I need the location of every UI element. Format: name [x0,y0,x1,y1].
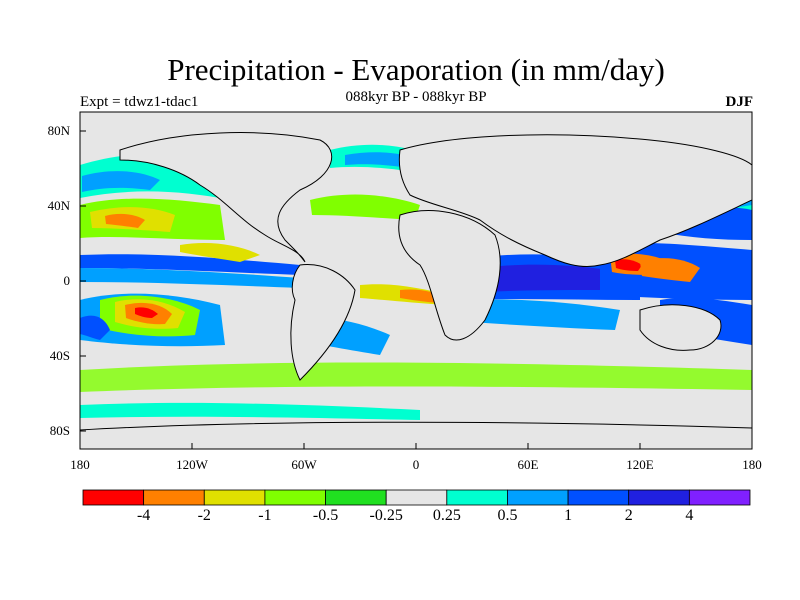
colorbar-label: 0.25 [432,507,461,524]
colorbar-swatch [264,489,326,506]
lat-label-40n: 40N [47,198,70,213]
eurasia [398,134,752,268]
lon-label-180e: 180 [742,457,762,472]
colorbar-label: 0.5 [497,507,518,524]
colorbar-label: -0.5 [312,507,339,524]
evap-region [105,213,145,228]
precip-region [470,299,620,330]
precip-region [480,264,610,292]
map-field [80,112,752,449]
evap-region [640,258,700,282]
lat-label-80s: 80S [49,423,70,438]
colorbar-label: -0.25 [369,507,403,524]
colorbar-swatch [446,489,508,506]
colorbar-swatch [567,489,630,506]
colorbar-label: 1 [564,507,573,524]
lon-label-120w: 120W [176,457,208,472]
colorbar-label: -2 [197,507,211,524]
evap-region [310,194,420,220]
africa [398,210,501,341]
colorbar-swatch [203,489,266,506]
colorbar-swatch [688,489,751,506]
precip-region [80,402,420,420]
experiment-label: Expt = tdwz1-tdac1 [80,94,199,110]
colorbar [82,489,751,506]
evap-region [135,307,158,318]
colorbar-label: 2 [624,507,633,524]
south-america [290,264,356,381]
lon-label-180w: 180 [70,457,90,472]
australia [639,304,722,351]
lat-label-40s: 40S [49,348,70,363]
colorbar-swatch [385,489,448,506]
colorbar-swatch [628,489,690,506]
north-america [119,132,333,263]
colorbar-label: -4 [136,507,151,524]
precip-region [80,254,300,275]
colorbar-label: -1 [258,507,272,524]
lon-label-120e: 120E [626,457,654,472]
colorbar-swatch [143,489,205,506]
colorbar-swatch [82,489,145,506]
evap-region [615,259,642,271]
axis-ticks [79,130,753,449]
lon-label-60w: 60W [291,457,317,472]
page-title: Precipitation - Evaporation (in mm/day) [167,52,665,87]
precip-region [82,171,160,192]
antarctica [80,421,752,449]
colorbar-swatch [507,489,569,506]
colorbar-label: 4 [685,507,694,524]
precip-region [80,268,300,288]
lat-label-80n: 80N [47,123,70,138]
evap-region [180,243,260,262]
lon-label-0: 0 [412,457,420,472]
subtitle: 088kyr BP - 088kyr BP [345,89,487,105]
evap-region [80,362,752,392]
season-label: DJF [725,94,754,110]
colorbar-swatch [325,489,387,506]
lat-label-0: 0 [63,273,71,288]
precip-region [80,315,110,340]
lon-label-60e: 60E [517,457,539,472]
coastlines [80,132,752,449]
